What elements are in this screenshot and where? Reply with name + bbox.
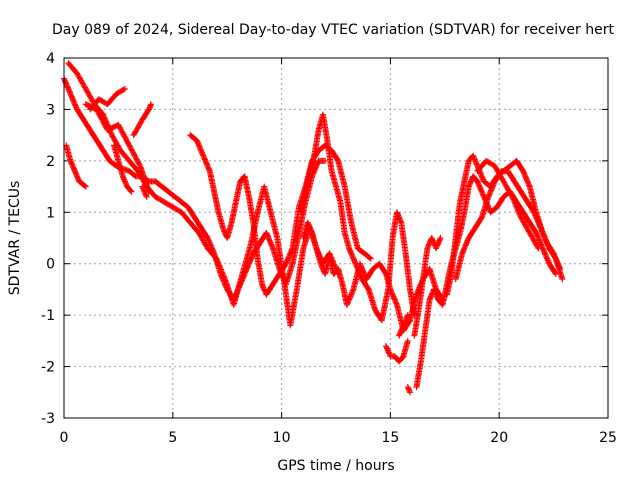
series-markers xyxy=(139,183,150,200)
x-tick-label: 15 xyxy=(381,430,399,446)
y-tick-label: 1 xyxy=(46,205,55,221)
series-markers xyxy=(383,337,411,365)
x-tick-label: 25 xyxy=(599,430,617,446)
data-series xyxy=(65,60,342,329)
series-markers xyxy=(396,312,411,339)
series-markers xyxy=(411,235,444,339)
data-series xyxy=(300,219,446,334)
y-tick-label: -1 xyxy=(41,308,55,324)
series-markers xyxy=(452,168,564,283)
data-series xyxy=(404,384,413,396)
data-series xyxy=(383,337,411,365)
data-series xyxy=(452,168,564,283)
y-tick-label: 3 xyxy=(46,102,55,118)
data-points xyxy=(61,60,566,396)
series-markers xyxy=(300,219,446,334)
data-series xyxy=(82,101,152,195)
data-series xyxy=(139,183,150,200)
series-markers xyxy=(87,85,128,113)
data-series xyxy=(411,235,444,339)
data-series xyxy=(111,142,135,195)
data-series xyxy=(87,85,128,113)
series-markers xyxy=(111,142,135,195)
y-tick-label: -3 xyxy=(41,411,55,427)
data-series xyxy=(187,132,374,298)
tick-labels: 0 5 10 15 20 25 -3 -2 -1 0 1 2 3 4 xyxy=(41,51,617,446)
series-markers xyxy=(63,142,89,190)
series-markers xyxy=(474,157,542,252)
x-tick-label: 0 xyxy=(60,430,69,446)
x-axis-label: GPS time / hours xyxy=(277,458,394,474)
x-tick-label: 10 xyxy=(273,430,291,446)
y-tick-label: -2 xyxy=(41,360,55,376)
y-tick-label: 0 xyxy=(46,257,55,273)
plot-frame xyxy=(63,57,609,419)
data-series xyxy=(396,312,411,339)
y-tick-label: 2 xyxy=(46,154,55,170)
data-series xyxy=(63,142,89,190)
data-series xyxy=(130,101,154,139)
plot-area xyxy=(64,58,608,418)
series-markers xyxy=(404,384,413,396)
chart-title: Day 089 of 2024, Sidereal Day-to-day VTE… xyxy=(52,22,614,38)
series-markers xyxy=(130,101,154,139)
data-series xyxy=(474,157,542,252)
series-markers xyxy=(82,101,152,195)
x-tick-label: 20 xyxy=(490,430,508,446)
series-markers xyxy=(65,60,342,329)
series-markers xyxy=(187,132,374,298)
y-axis-label: SDTVAR / TECUs xyxy=(7,181,23,296)
y-tick-label: 4 xyxy=(46,51,55,67)
x-tick-label: 5 xyxy=(168,430,177,446)
